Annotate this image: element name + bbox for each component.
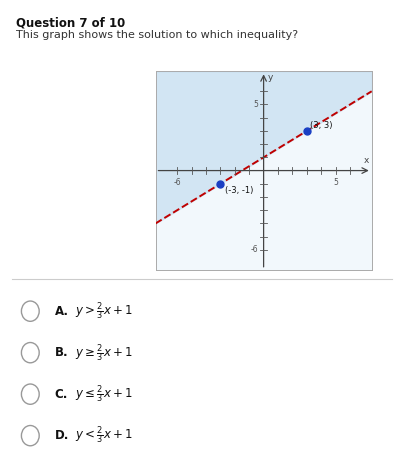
Text: C.: C. <box>55 388 68 401</box>
Text: Question 7 of 10: Question 7 of 10 <box>16 16 125 29</box>
Text: -6: -6 <box>250 245 258 254</box>
Text: $y>\frac{2}{3}x+1$: $y>\frac{2}{3}x+1$ <box>75 300 133 322</box>
Text: (3, 3): (3, 3) <box>310 121 332 130</box>
Text: y: y <box>268 73 274 82</box>
Text: D.: D. <box>55 429 69 442</box>
Text: A.: A. <box>55 305 69 318</box>
Text: This graph shows the solution to which inequality?: This graph shows the solution to which i… <box>16 30 298 40</box>
Text: B.: B. <box>55 346 68 359</box>
Text: $y\geq\frac{2}{3}x+1$: $y\geq\frac{2}{3}x+1$ <box>75 342 133 364</box>
Point <box>304 127 310 135</box>
Text: x: x <box>364 156 369 165</box>
Text: $y<\frac{2}{3}x+1$: $y<\frac{2}{3}x+1$ <box>75 425 133 447</box>
Text: 5: 5 <box>333 178 338 188</box>
Text: $y\leq\frac{2}{3}x+1$: $y\leq\frac{2}{3}x+1$ <box>75 383 133 405</box>
Text: (-3, -1): (-3, -1) <box>225 186 253 195</box>
Text: -6: -6 <box>173 178 181 188</box>
Point <box>217 180 224 188</box>
Text: 5: 5 <box>253 100 258 109</box>
